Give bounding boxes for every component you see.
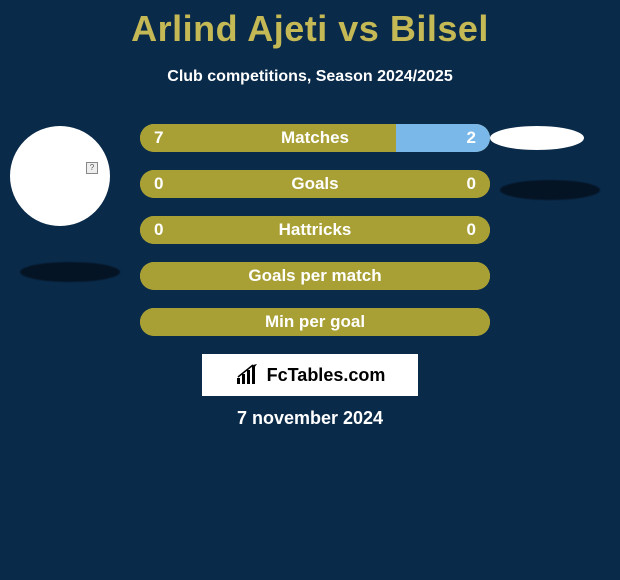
player-left-shadow bbox=[20, 262, 120, 282]
stat-bar: 00Goals bbox=[140, 170, 490, 198]
footer-date: 7 november 2024 bbox=[0, 408, 620, 429]
stat-label: Hattricks bbox=[140, 216, 490, 244]
stat-label: Matches bbox=[140, 124, 490, 152]
image-placeholder-icon: ? bbox=[86, 162, 98, 174]
stat-label: Goals bbox=[140, 170, 490, 198]
page-subtitle: Club competitions, Season 2024/2025 bbox=[0, 68, 620, 86]
stat-label: Min per goal bbox=[140, 308, 490, 336]
logo-text: FcTables.com bbox=[267, 365, 386, 386]
stat-bars: 72Matches 00Goals 00Hattricks Goals per mat… bbox=[140, 124, 490, 354]
player-right-avatar bbox=[490, 126, 584, 150]
stat-bar: 72Matches bbox=[140, 124, 490, 152]
stat-bar: Goals per match bbox=[140, 262, 490, 290]
page-title: Arlind Ajeti vs Bilsel bbox=[0, 0, 620, 50]
player-left-avatar: ? bbox=[10, 126, 110, 226]
logo-chart-icon bbox=[235, 364, 261, 386]
player-right-shadow bbox=[500, 180, 600, 200]
logo-inner: FcTables.com bbox=[235, 364, 386, 386]
logo-box: FcTables.com bbox=[202, 354, 418, 396]
stat-bar: Min per goal bbox=[140, 308, 490, 336]
stat-bar: 00Hattricks bbox=[140, 216, 490, 244]
stat-label: Goals per match bbox=[140, 262, 490, 290]
